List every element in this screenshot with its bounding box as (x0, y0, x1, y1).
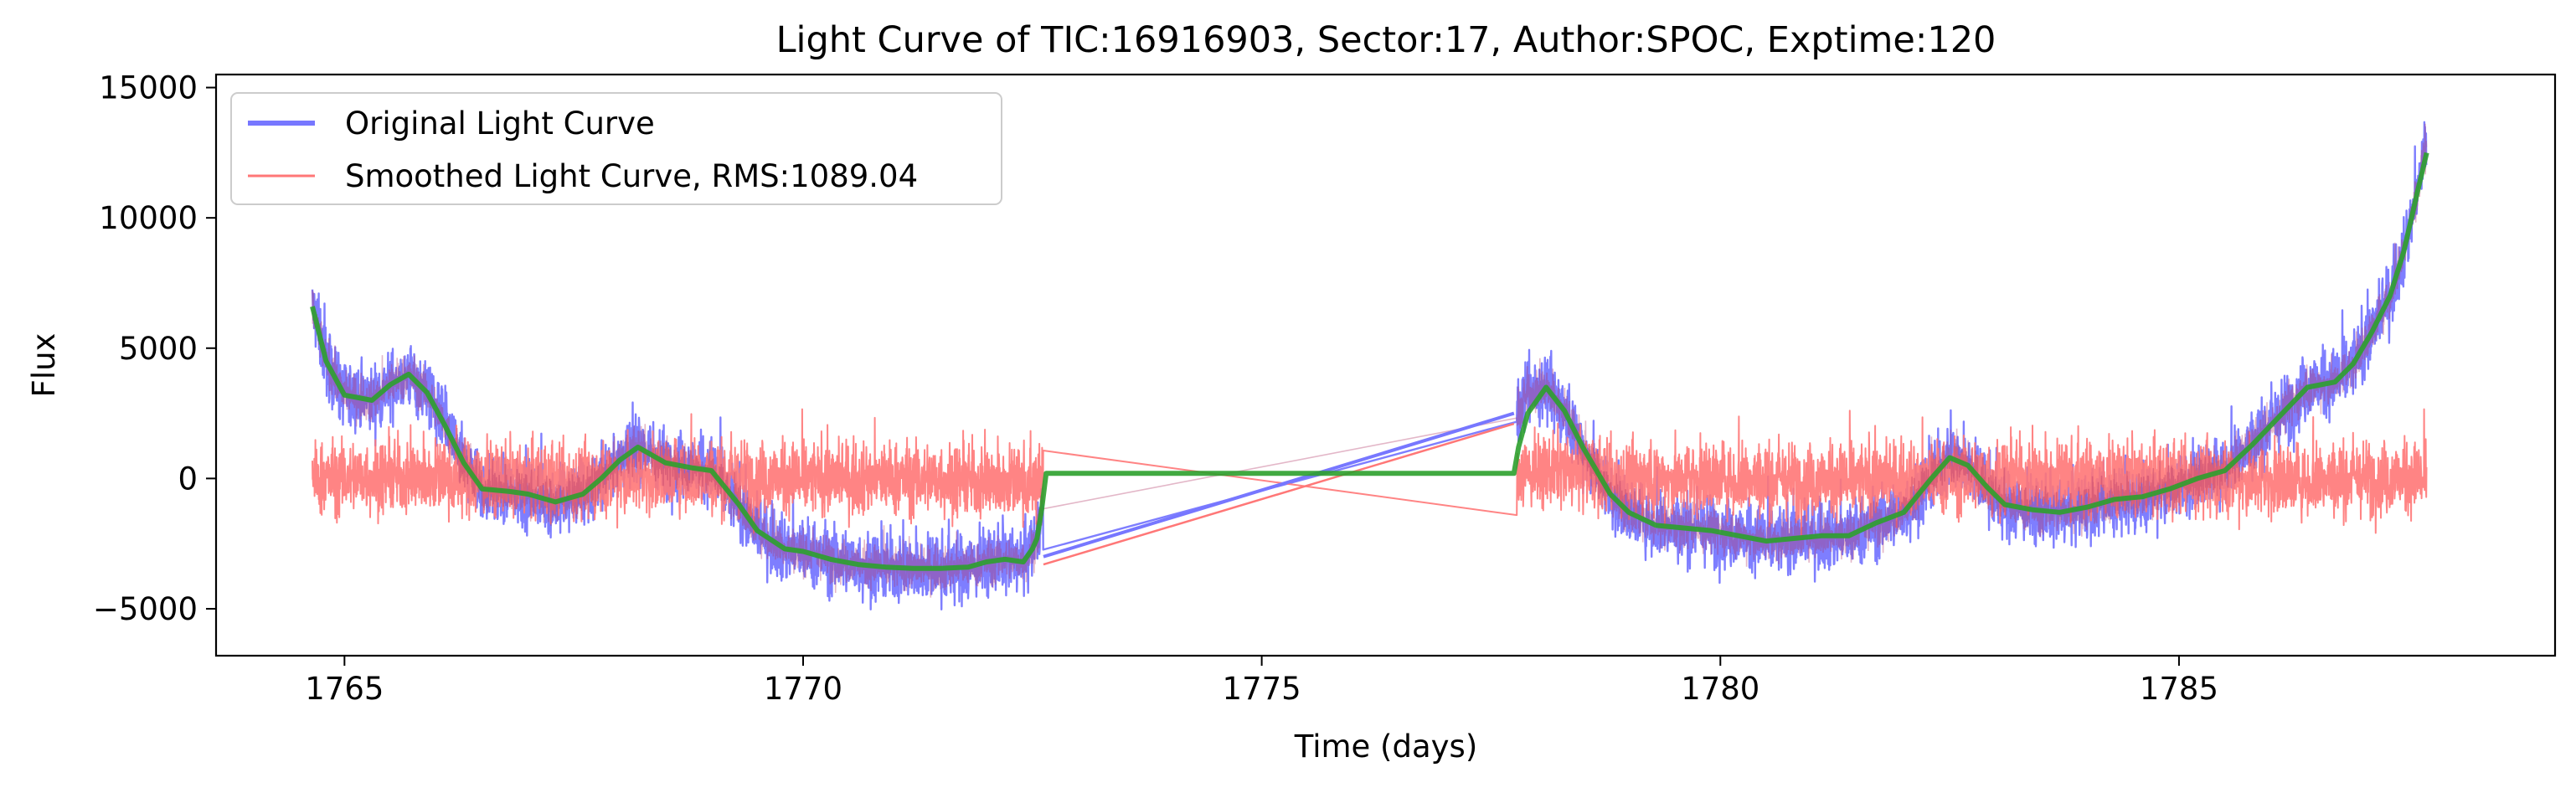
x-tick-label: 1775 (1223, 671, 1301, 707)
x-tick-label: 1765 (305, 671, 384, 707)
plot-frame (214, 73, 2557, 657)
legend-frame (230, 92, 1002, 205)
x-axis-ticks: 1765 1770 1775 1780 1785 (305, 656, 2218, 707)
y-tick-label: 5000 (119, 331, 198, 367)
y-tick-label: −5000 (93, 591, 198, 627)
chart-title: Light Curve of TIC:16916903, Sector:17, … (776, 19, 1996, 61)
series-trend-line (310, 152, 2429, 571)
series-smoothed-gap-segment (1043, 422, 1515, 566)
x-tick-label: 1780 (1681, 671, 1759, 707)
x-tick-label: 1785 (2140, 671, 2218, 707)
series-layer (310, 121, 2429, 610)
x-axis-label: Time (days) (1294, 729, 1478, 765)
y-tick-label: 0 (178, 461, 198, 497)
legend-label-original: Original Light Curve (345, 106, 655, 142)
y-tick-label: 10000 (99, 200, 198, 236)
series-original-gap-segment (1043, 411, 1515, 559)
y-axis-ticks: −5000 0 5000 10000 15000 (93, 70, 216, 627)
legend: Original Light Curve Smoothed Light Curv… (230, 92, 1002, 205)
y-axis-label: Flux (26, 333, 62, 398)
y-tick-label: 15000 (99, 70, 198, 106)
legend-label-smoothed: Smoothed Light Curve, RMS:1089.04 (345, 158, 918, 194)
x-tick-label: 1770 (764, 671, 842, 707)
